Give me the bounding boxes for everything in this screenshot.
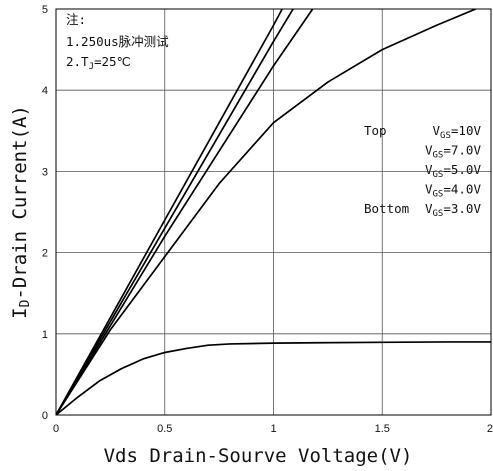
legend: VGS=10VTopVGS=7.0VVGS=5.0VVGS=4.0VVGS=3.… bbox=[364, 123, 481, 219]
legend-value: =4.0V bbox=[443, 182, 481, 197]
y-tick-label: 2 bbox=[42, 248, 48, 260]
legend-entry: VGS=4.0V bbox=[425, 182, 481, 200]
legend-v: V bbox=[433, 123, 441, 138]
legend-entry: VGS=7.0V bbox=[425, 143, 481, 161]
y-tick-label: 5 bbox=[42, 4, 48, 16]
legend-value: =5.0V bbox=[443, 162, 481, 177]
x-tick-labels: 0 0.5 1 1.5 2 bbox=[53, 423, 493, 435]
legend-sub: GS bbox=[440, 131, 451, 141]
series-line bbox=[56, 341, 491, 415]
y-tick-labels: 0 1 2 3 4 5 bbox=[42, 4, 48, 422]
notes-title: 注: bbox=[66, 12, 86, 27]
legend-value: =10V bbox=[451, 123, 482, 138]
y-tick-label: 1 bbox=[42, 329, 48, 341]
x-tick-label: 1 bbox=[270, 423, 276, 435]
grid bbox=[56, 9, 491, 415]
y-axis-title-rest: -Drain Current(A) bbox=[9, 105, 31, 299]
x-tick-label: 1.5 bbox=[375, 423, 390, 435]
series-line bbox=[56, 9, 477, 415]
legend-entry: VGS=5.0V bbox=[425, 162, 481, 180]
y-axis-title: ID-Drain Current(A) bbox=[9, 105, 33, 319]
legend-prefix: Top bbox=[364, 123, 387, 138]
legend-v: V bbox=[425, 201, 433, 216]
notes-line2: 2.TJ=25℃ bbox=[66, 54, 131, 72]
x-tick-label: 0 bbox=[53, 423, 59, 435]
y-tick-label: 0 bbox=[42, 410, 48, 422]
legend-prefix: Bottom bbox=[364, 201, 409, 216]
legend-value: =7.0V bbox=[443, 143, 481, 158]
notes-line1: 1.250us脉冲测试 bbox=[66, 34, 169, 49]
legend-sub: GS bbox=[433, 190, 444, 200]
series-lines bbox=[56, 9, 491, 415]
legend-value: =3.0V bbox=[443, 201, 481, 216]
x-tick-label: 0.5 bbox=[157, 423, 172, 435]
legend-v: V bbox=[425, 143, 433, 158]
series-line bbox=[56, 9, 294, 415]
series-line bbox=[56, 9, 283, 415]
legend-sub: GS bbox=[433, 151, 444, 161]
legend-v: V bbox=[425, 162, 433, 177]
series-line bbox=[56, 9, 314, 415]
legend-sub: GS bbox=[433, 209, 444, 219]
notes-line2-sub: J bbox=[89, 62, 94, 72]
legend-v: V bbox=[425, 182, 433, 197]
x-tick-label: 2 bbox=[487, 423, 493, 435]
y-tick-label: 4 bbox=[42, 85, 48, 97]
legend-sub: GS bbox=[433, 170, 444, 180]
notes-line2-suffix: =25℃ bbox=[94, 54, 131, 69]
y-axis-title-sub: D bbox=[18, 299, 33, 307]
x-axis-title: Vds Drain-Sourve Voltage(V) bbox=[104, 445, 413, 467]
y-axis-title-main: I bbox=[9, 307, 31, 318]
plot-frame bbox=[55, 8, 492, 416]
y-tick-label: 3 bbox=[42, 166, 48, 178]
notes-line2-prefix: 2.T bbox=[66, 54, 89, 69]
legend-entry: VGS=10V bbox=[433, 123, 482, 141]
notes: 注: 1.250us脉冲测试 2.TJ=25℃ bbox=[66, 12, 169, 72]
legend-entry: VGS=3.0V bbox=[425, 201, 481, 219]
